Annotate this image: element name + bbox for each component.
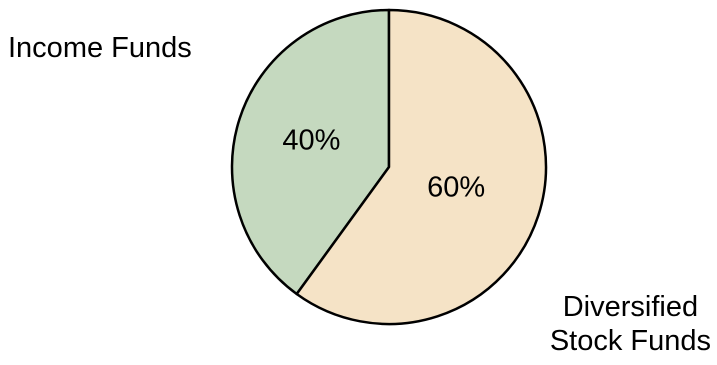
pie-slice-diversified-stock-funds <box>295 8 548 326</box>
pie-slice-income-funds <box>230 8 391 296</box>
pie-value-labels: 40% 60% <box>282 124 485 203</box>
pie-value-label-income-funds: 40% <box>282 124 340 156</box>
slice-label-diversified-stock-funds: Diversified Stock Funds <box>550 290 711 358</box>
pie-value-label-diversified-stock-funds: 60% <box>427 171 485 203</box>
slice-label-income-funds: Income Funds <box>8 32 192 64</box>
slice-label-line-1: Diversified <box>562 291 699 323</box>
slice-label-line-2: Stock Funds <box>549 325 711 357</box>
pie-slices <box>230 8 548 326</box>
